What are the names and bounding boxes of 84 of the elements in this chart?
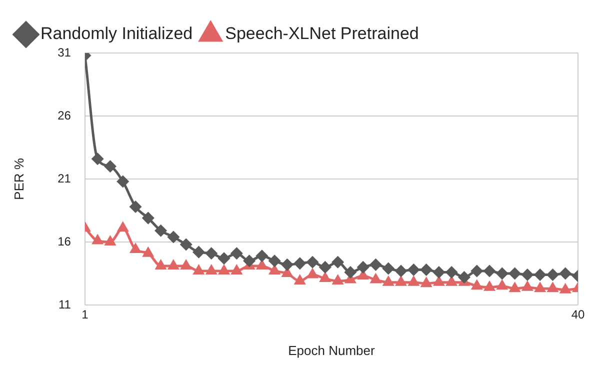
point — [509, 268, 521, 280]
point — [206, 265, 217, 274]
point — [484, 265, 496, 277]
x-tick-label: 1 — [82, 308, 89, 322]
point — [344, 266, 356, 278]
point — [548, 282, 558, 292]
point — [433, 266, 445, 278]
point — [281, 258, 293, 270]
point — [180, 260, 192, 270]
point — [232, 265, 242, 274]
point — [458, 272, 470, 284]
point — [92, 234, 103, 244]
point — [370, 274, 381, 284]
point — [230, 248, 242, 260]
point — [560, 268, 572, 280]
point — [168, 260, 179, 270]
point — [332, 275, 343, 285]
point — [420, 264, 432, 276]
point — [471, 265, 483, 277]
point — [218, 252, 230, 264]
point — [117, 176, 129, 188]
point — [446, 266, 458, 278]
point — [383, 276, 394, 286]
y-axis-title: PER % — [11, 158, 26, 200]
point — [180, 238, 192, 250]
point — [294, 258, 306, 270]
point — [546, 269, 558, 281]
point — [396, 276, 406, 286]
point — [446, 276, 457, 286]
y-tick-label: 26 — [58, 108, 72, 122]
point — [382, 262, 394, 274]
x-tick-label: 40 — [571, 308, 585, 322]
point — [522, 282, 533, 291]
point — [192, 246, 204, 258]
point — [218, 265, 230, 274]
point — [268, 255, 280, 267]
point — [256, 250, 268, 262]
point — [395, 265, 407, 277]
point — [358, 270, 368, 280]
point — [307, 269, 318, 278]
point — [320, 272, 330, 282]
point — [484, 282, 495, 291]
y-tick-label: 16 — [58, 234, 72, 248]
point — [534, 269, 546, 281]
point — [332, 256, 344, 268]
point — [434, 276, 444, 286]
point — [194, 265, 204, 274]
point — [118, 222, 128, 232]
point — [370, 258, 382, 270]
point — [142, 212, 154, 224]
point — [155, 224, 167, 236]
point — [168, 231, 180, 243]
point — [306, 256, 318, 268]
point — [421, 278, 432, 288]
point — [534, 282, 546, 292]
point — [294, 275, 306, 285]
point — [206, 248, 218, 260]
point — [522, 269, 534, 281]
point — [269, 265, 280, 274]
point — [496, 268, 508, 280]
point — [472, 280, 482, 290]
point — [282, 268, 292, 277]
point — [560, 284, 571, 294]
legend-label: Speech-XLNet Pretrained — [225, 24, 419, 44]
point — [256, 260, 268, 270]
point — [244, 255, 256, 267]
point — [130, 244, 141, 254]
point — [497, 280, 508, 290]
point — [156, 260, 166, 270]
y-tick-label: 11 — [58, 297, 72, 312]
point — [130, 200, 142, 212]
point — [105, 236, 116, 246]
legend-label: Randomly Initialized — [40, 24, 193, 44]
x-axis-title: Epoch Number — [288, 342, 376, 358]
point — [92, 153, 104, 165]
point — [319, 261, 331, 273]
point — [408, 276, 419, 286]
y-tick-label: 21 — [58, 171, 72, 186]
point — [143, 248, 154, 257]
point — [357, 261, 369, 273]
point — [408, 264, 420, 276]
point — [104, 160, 116, 172]
point — [510, 282, 520, 292]
y-tick-label: 31 — [58, 45, 72, 60]
